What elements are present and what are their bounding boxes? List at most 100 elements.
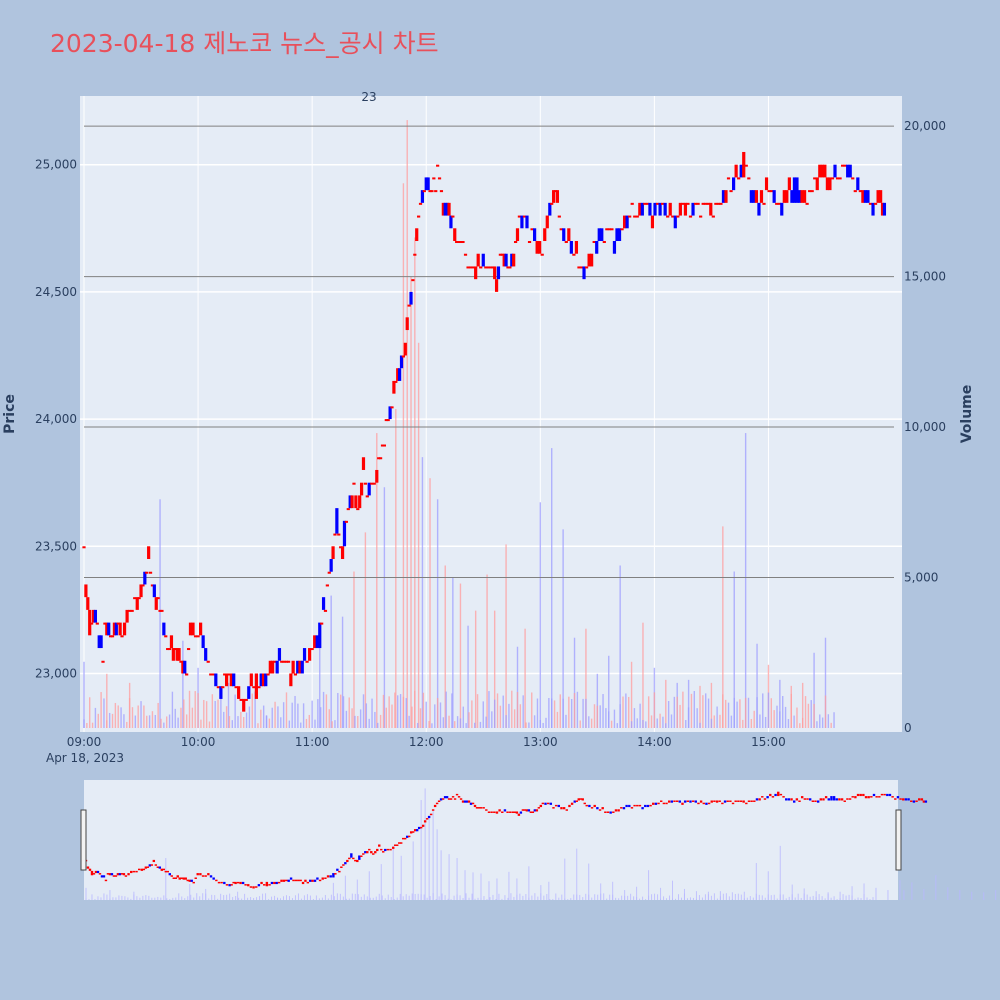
volume-bar xyxy=(402,696,405,728)
mini-volume-bar xyxy=(345,898,347,900)
range-slider[interactable] xyxy=(84,780,898,900)
down-candle xyxy=(790,190,794,203)
mini-volume-bar xyxy=(424,788,426,900)
mini-volume-bar xyxy=(312,899,314,900)
mini-volume-bar xyxy=(683,893,685,900)
mini-volume-bar xyxy=(525,894,527,900)
mini-candle xyxy=(241,881,245,885)
up-candle xyxy=(671,215,675,218)
down-candle xyxy=(329,559,333,572)
mini-volume-bar xyxy=(872,897,874,900)
mini-candle xyxy=(533,809,537,812)
mini-volume-bar xyxy=(522,895,524,900)
mini-volume-bar xyxy=(645,899,647,900)
mini-candle xyxy=(673,800,676,802)
up-candle xyxy=(293,673,298,676)
volume-bar xyxy=(628,696,630,728)
mini-candle xyxy=(88,868,92,871)
mini-volume-bar xyxy=(109,890,111,900)
range-slider-left-handle[interactable] xyxy=(80,809,87,871)
mini-volume-bar xyxy=(423,894,425,900)
mini-volume-bar xyxy=(366,896,368,900)
up-candle xyxy=(635,215,639,218)
volume-bar xyxy=(134,715,137,728)
mini-candle xyxy=(694,800,697,803)
mini-candle xyxy=(116,873,120,876)
mini-volume-bar xyxy=(97,896,99,900)
volume-bar xyxy=(362,694,365,728)
volume-bar xyxy=(559,694,561,728)
mini-candle xyxy=(609,811,612,814)
mini-candle xyxy=(896,796,900,799)
down-candle xyxy=(856,177,860,191)
volume-bar xyxy=(168,714,171,728)
volume-bar xyxy=(645,721,647,728)
mini-volume-bar xyxy=(291,898,293,900)
mini-candle xyxy=(358,855,361,860)
volume-bar xyxy=(536,698,539,728)
mini-candle xyxy=(386,848,390,851)
mini-candle xyxy=(697,802,700,805)
mini-candle xyxy=(657,802,660,805)
mini-volume-bar xyxy=(303,895,305,900)
up-candle xyxy=(686,202,690,205)
volume-bar xyxy=(784,706,787,728)
volume-bar xyxy=(713,715,715,728)
down-candle xyxy=(525,215,529,229)
down-candle xyxy=(658,202,662,216)
mini-volume-bar xyxy=(600,893,602,900)
mini-candle xyxy=(854,796,857,799)
up-candle xyxy=(572,253,576,256)
mini-volume-bar xyxy=(851,886,853,900)
mini-volume-bar xyxy=(947,887,949,900)
volume-bar xyxy=(231,720,233,728)
mini-volume-bar xyxy=(734,893,736,900)
mini-candle xyxy=(739,800,743,802)
mini-candle xyxy=(413,829,417,832)
up-candle xyxy=(411,279,415,282)
volume-bar xyxy=(288,720,291,728)
up-candle xyxy=(762,202,766,205)
volume-bar xyxy=(639,703,641,728)
up-candle xyxy=(726,177,731,180)
mini-volume-bar xyxy=(588,863,590,900)
volume-bar xyxy=(371,698,373,728)
mini-candle xyxy=(763,798,767,800)
mini-candle xyxy=(758,798,761,801)
up-candle xyxy=(484,266,488,269)
down-candle xyxy=(721,190,726,203)
volume-bar xyxy=(551,698,553,728)
mini-candle xyxy=(130,870,133,874)
up-candle xyxy=(171,648,175,661)
volume-bar xyxy=(357,716,359,728)
mini-candle xyxy=(316,877,319,880)
up-candle xyxy=(493,266,497,280)
mini-candle xyxy=(445,796,449,799)
mini-volume-bar xyxy=(555,893,557,900)
range-slider-right-handle[interactable] xyxy=(895,809,902,871)
volume-bar xyxy=(225,706,228,728)
mini-candle xyxy=(800,796,804,799)
volume-bar xyxy=(471,700,473,728)
up-candle xyxy=(392,380,396,394)
up-candle xyxy=(502,253,506,267)
volume-bar xyxy=(602,694,604,728)
up-candle xyxy=(120,635,124,638)
up-candle xyxy=(289,673,293,687)
mini-volume-bar xyxy=(456,894,458,900)
mini-volume-bar xyxy=(585,893,587,900)
mini-volume-bar xyxy=(791,894,793,900)
mini-volume-bar xyxy=(196,893,198,900)
up-candle xyxy=(724,190,728,203)
up-candle xyxy=(823,164,827,178)
mini-candle xyxy=(280,879,283,882)
down-candle xyxy=(612,241,617,254)
volume-bar xyxy=(227,682,230,728)
mini-candle xyxy=(102,875,106,878)
down-candle xyxy=(162,622,166,636)
volume-bar xyxy=(328,709,330,728)
mini-candle xyxy=(374,851,377,854)
volume-bar xyxy=(265,715,268,728)
volume-bar xyxy=(545,717,547,728)
up-candle xyxy=(370,482,374,485)
